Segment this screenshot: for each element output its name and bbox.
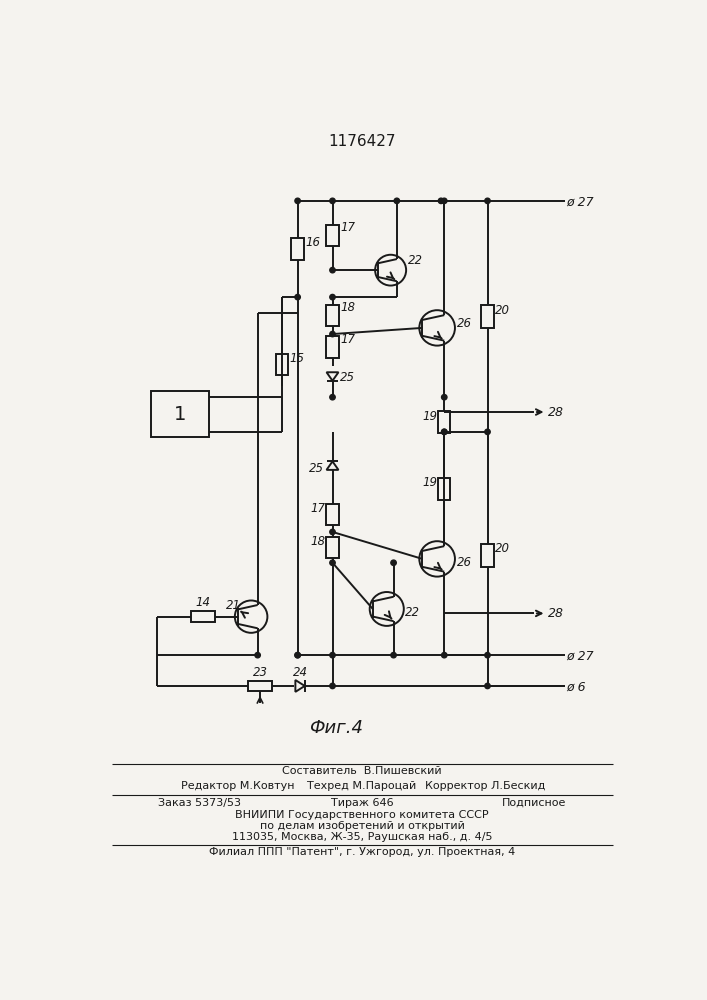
- Circle shape: [442, 395, 447, 400]
- Circle shape: [295, 652, 300, 658]
- Text: Корректор Л.Бескид: Корректор Л.Бескид: [425, 781, 546, 791]
- Circle shape: [329, 395, 335, 400]
- Circle shape: [329, 529, 335, 535]
- Bar: [327, 504, 339, 525]
- Circle shape: [485, 198, 490, 204]
- Text: 17: 17: [340, 333, 355, 346]
- Bar: [291, 238, 304, 260]
- Text: 1: 1: [174, 405, 186, 424]
- Text: ø 6: ø 6: [566, 680, 585, 693]
- Text: 18: 18: [340, 301, 355, 314]
- Bar: [327, 225, 339, 246]
- Circle shape: [438, 198, 444, 204]
- Circle shape: [485, 683, 490, 689]
- Text: 19: 19: [423, 410, 438, 423]
- Text: 14: 14: [196, 596, 211, 609]
- Text: Техред М.Пароцай: Техред М.Пароцай: [308, 781, 416, 791]
- Text: 25: 25: [340, 371, 355, 384]
- Circle shape: [442, 429, 447, 435]
- Circle shape: [329, 267, 335, 273]
- Text: Составитель  В.Пишевский: Составитель В.Пишевский: [282, 766, 442, 776]
- Bar: [481, 305, 493, 328]
- Text: 22: 22: [405, 606, 421, 619]
- Circle shape: [394, 198, 399, 204]
- Text: ø 27: ø 27: [566, 195, 593, 208]
- Circle shape: [391, 652, 397, 658]
- Bar: [327, 336, 339, 358]
- Circle shape: [329, 560, 335, 565]
- Circle shape: [442, 429, 447, 435]
- Text: 113035, Москва, Ж-35, Раушская наб., д. 4/5: 113035, Москва, Ж-35, Раушская наб., д. …: [232, 832, 492, 842]
- Circle shape: [329, 652, 335, 658]
- Bar: [192, 611, 215, 622]
- Text: ø 27: ø 27: [566, 649, 593, 662]
- Text: Тираж 646: Тираж 646: [331, 798, 393, 808]
- Circle shape: [255, 652, 260, 658]
- Bar: [151, 391, 209, 437]
- Text: 21: 21: [226, 599, 240, 612]
- Bar: [327, 305, 339, 326]
- Text: Фиг.4: Фиг.4: [310, 719, 363, 737]
- Text: 17: 17: [311, 502, 326, 515]
- Text: 16: 16: [305, 236, 320, 249]
- Text: 1176427: 1176427: [328, 134, 396, 149]
- Circle shape: [329, 331, 335, 337]
- Circle shape: [295, 294, 300, 300]
- Text: 23: 23: [252, 666, 267, 679]
- Circle shape: [485, 652, 490, 658]
- Circle shape: [442, 652, 447, 658]
- Text: 15: 15: [290, 352, 305, 365]
- Bar: [438, 411, 450, 433]
- Bar: [438, 478, 450, 500]
- Text: по делам изобретений и открытий: по делам изобретений и открытий: [259, 821, 464, 831]
- Circle shape: [442, 198, 447, 204]
- Bar: [481, 544, 493, 567]
- Bar: [247, 681, 272, 691]
- Text: Редактор М.Ковтун: Редактор М.Ковтун: [182, 781, 295, 791]
- Text: 19: 19: [423, 476, 438, 489]
- Text: 25: 25: [309, 462, 325, 475]
- Circle shape: [295, 198, 300, 204]
- Text: Филиал ППП "Патент", г. Ужгород, ул. Проектная, 4: Филиал ППП "Патент", г. Ужгород, ул. Про…: [209, 847, 515, 857]
- Text: ВНИИПИ Государственного комитета СССР: ВНИИПИ Государственного комитета СССР: [235, 810, 489, 820]
- Circle shape: [329, 198, 335, 204]
- Text: Заказ 5373/53: Заказ 5373/53: [158, 798, 241, 808]
- Text: 26: 26: [457, 556, 472, 569]
- Text: 28: 28: [548, 607, 564, 620]
- Text: 24: 24: [293, 666, 308, 679]
- Circle shape: [329, 683, 335, 689]
- Circle shape: [391, 560, 397, 565]
- Circle shape: [295, 652, 300, 658]
- Text: 18: 18: [311, 535, 326, 548]
- Circle shape: [485, 429, 490, 435]
- Text: 28: 28: [548, 406, 564, 419]
- Bar: [327, 537, 339, 558]
- Text: 22: 22: [408, 254, 423, 267]
- Bar: [276, 354, 288, 375]
- Text: Подписное: Подписное: [502, 798, 566, 808]
- Text: 20: 20: [495, 304, 510, 317]
- Circle shape: [329, 294, 335, 300]
- Text: 26: 26: [457, 317, 472, 330]
- Text: 17: 17: [340, 221, 355, 234]
- Text: 20: 20: [495, 542, 510, 555]
